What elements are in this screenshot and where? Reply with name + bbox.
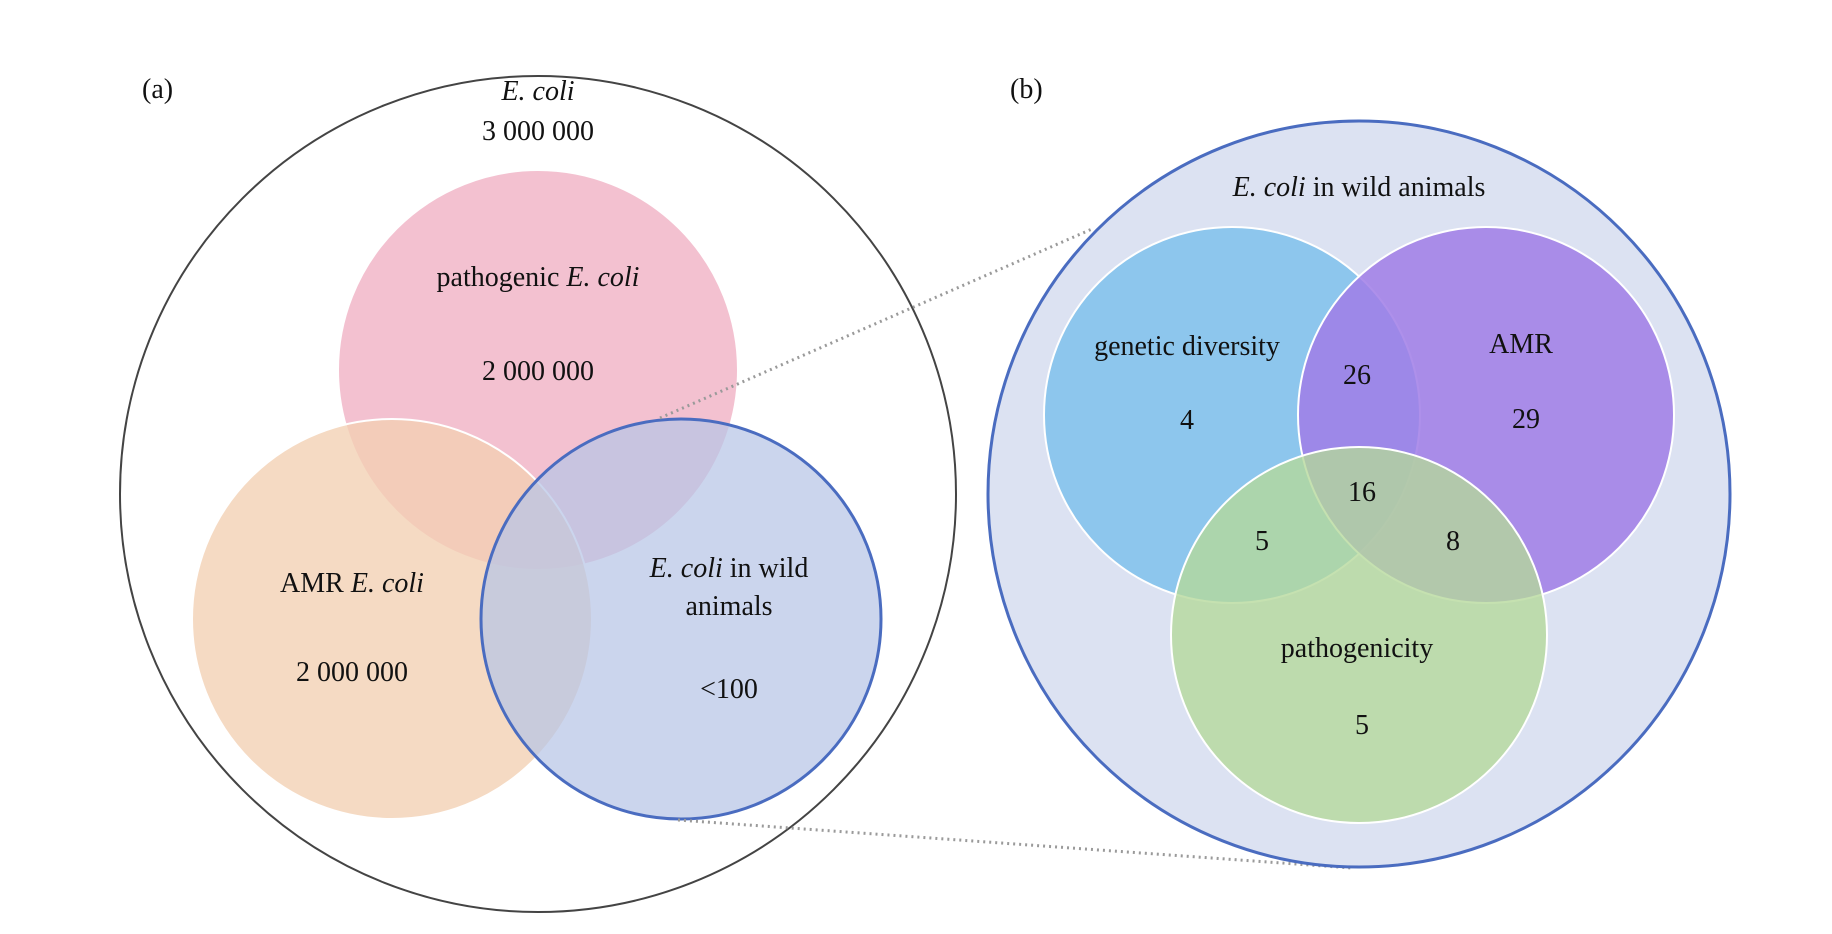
wild-animals-label-line2: animals bbox=[685, 591, 772, 622]
outer-ecoli-count: 3 000 000 bbox=[482, 116, 594, 147]
pathogenic-count: 2 000 000 bbox=[482, 356, 594, 387]
panel-a-label: (a) bbox=[142, 74, 173, 105]
genetic-diversity-label: genetic diversity bbox=[1094, 331, 1280, 362]
panel-b-title: E. coli in wild animals bbox=[1232, 172, 1486, 203]
outer-ecoli-circle bbox=[119, 75, 957, 913]
wild-animals-count: <100 bbox=[700, 674, 758, 705]
pathogenicity-circle bbox=[1170, 446, 1548, 824]
gd-pathogenicity-count: 5 bbox=[1255, 526, 1269, 557]
amr-count: 29 bbox=[1512, 404, 1540, 435]
wild-animals-label-line1: E. coli in wild bbox=[649, 553, 809, 584]
pathogenicity-label: pathogenicity bbox=[1281, 633, 1433, 664]
panel-b-label: (b) bbox=[1010, 74, 1043, 105]
outer-ecoli-title: E. coli bbox=[500, 76, 574, 107]
amr-pathogenicity-count: 8 bbox=[1446, 526, 1460, 557]
wild-animals-circle bbox=[479, 417, 883, 821]
panel-a: (a) E. coli 3 000 000 pathogenic E. coli… bbox=[119, 74, 957, 913]
all-three-count: 16 bbox=[1348, 477, 1376, 508]
pathogenic-label: pathogenic E. coli bbox=[437, 262, 640, 293]
zoom-connector-bottom bbox=[677, 818, 1353, 870]
genetic-diversity-count: 4 bbox=[1180, 405, 1194, 436]
amr-ecoli-label: AMR E. coli bbox=[280, 568, 424, 599]
panel-b: (b) E. coli in wild animals genetic dive… bbox=[986, 74, 1732, 869]
amr-label: AMR bbox=[1489, 329, 1553, 360]
pathogenicity-count: 5 bbox=[1355, 710, 1369, 741]
zoom-connector-top bbox=[659, 227, 1093, 420]
amr-ecoli-count: 2 000 000 bbox=[296, 657, 408, 688]
gd-amr-count: 26 bbox=[1343, 360, 1371, 391]
